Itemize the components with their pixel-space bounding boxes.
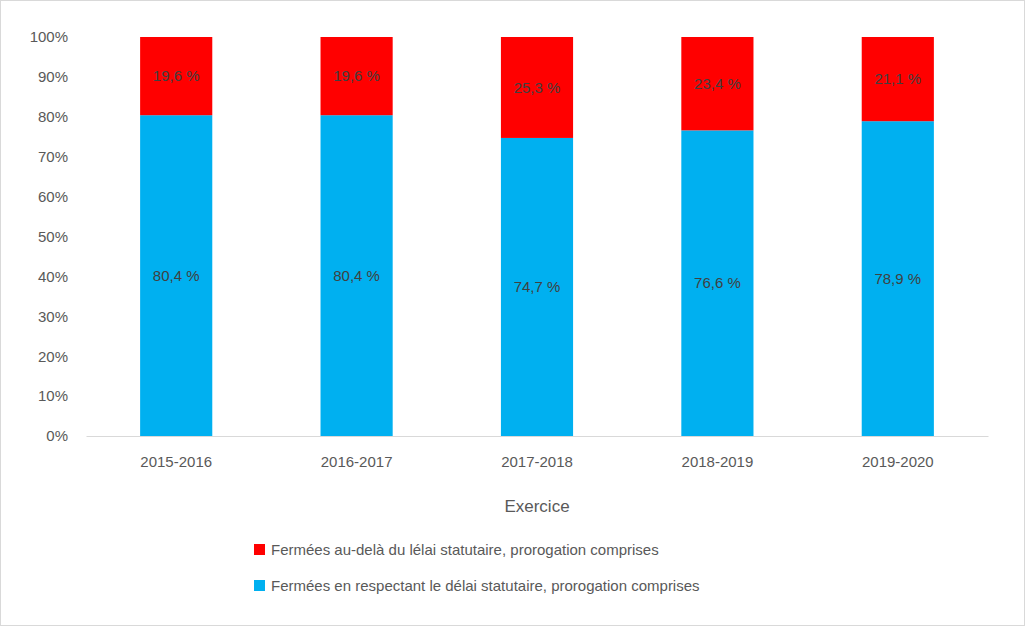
tick: 10%: [38, 387, 86, 404]
tick: 60%: [38, 188, 86, 205]
y-axis: 0% 10% 20% 30% 40% 50% 60% 70% 80% 90% 100%: [30, 28, 87, 444]
bar: [501, 37, 573, 138]
bar: [321, 37, 393, 115]
tick-label: 2015-2016: [140, 453, 212, 470]
data-label: 23,4 %: [694, 75, 741, 92]
tick-label: 2019-2020: [862, 453, 934, 470]
tick-label: 60%: [38, 188, 68, 205]
bar: [321, 115, 393, 436]
bar: [862, 37, 934, 121]
tick: 40%: [38, 268, 86, 285]
tick: 0%: [46, 427, 86, 444]
tick-label: 80%: [38, 108, 68, 125]
tick: 30%: [38, 308, 86, 325]
bar: [681, 130, 753, 436]
tick: 2019-2020: [862, 436, 934, 470]
data-label: 78,9 %: [874, 270, 921, 287]
legend-item: Fermées en respectant le délai statutair…: [254, 577, 700, 594]
axis-title: Exercice: [504, 497, 569, 516]
bar: [140, 115, 212, 436]
tick: 2018-2019: [682, 436, 754, 470]
tick: 20%: [38, 348, 86, 365]
tick-label: 2016-2017: [321, 453, 393, 470]
series: [140, 115, 934, 436]
tick-label: 20%: [38, 348, 68, 365]
data-label: 76,6 %: [694, 274, 741, 291]
tick: 70%: [38, 148, 86, 165]
tick-label: 70%: [38, 148, 68, 165]
series: [140, 37, 934, 138]
data-label: 80,4 %: [333, 267, 380, 284]
bar: [501, 138, 573, 436]
legend-item: Fermées au-delà du lélai statutaire, pro…: [254, 541, 659, 558]
tick-label: 90%: [38, 68, 68, 85]
tick: 2017-2018: [501, 436, 573, 470]
data-labels: 80,4 % 80,4 % 74,7 % 76,6 % 78,9 % 19,6 % 19,6…: [153, 67, 921, 295]
tick-label: 40%: [38, 268, 68, 285]
tick: 50%: [38, 228, 86, 245]
tick: 90%: [38, 68, 86, 85]
tick-label: 2018-2019: [682, 453, 754, 470]
tick-label: 50%: [38, 228, 68, 245]
legend-swatch: [254, 580, 265, 591]
tick-label: 2017-2018: [501, 453, 573, 470]
data-label: 19,6 %: [333, 67, 380, 84]
legend-swatch: [254, 544, 265, 555]
tick: 80%: [38, 108, 86, 125]
tick: 2016-2017: [321, 436, 393, 470]
tick-label: 30%: [38, 308, 68, 325]
axis-line: [86, 38, 87, 437]
data-label: 19,6 %: [153, 67, 200, 84]
tick-label: 0%: [46, 427, 68, 444]
legend-label: Fermées au-delà du lélai statutaire, pro…: [271, 541, 659, 558]
legend: Fermées au-delà du lélai statutaire, pro…: [254, 541, 700, 594]
data-label: 74,7 %: [514, 278, 561, 295]
bars: [140, 37, 934, 436]
data-label: 25,3 %: [514, 79, 561, 96]
x-axis: 2015-2016 2016-2017 2017-2018 2018-2019 2019…: [87, 436, 989, 470]
tick-label: 100%: [30, 28, 68, 45]
bar: [140, 37, 212, 115]
tick-label: 10%: [38, 387, 68, 404]
bar: [681, 37, 753, 130]
legend-label: Fermées en respectant le délai statutair…: [271, 577, 700, 594]
chart-border: [1, 1, 1025, 626]
tick: 100%: [30, 28, 86, 45]
data-label: 80,4 %: [153, 267, 200, 284]
data-label: 21,1 %: [874, 70, 921, 87]
chart: 80,4 % 80,4 % 74,7 % 76,6 % 78,9 % 19,6 % 19,6…: [0, 0, 1025, 626]
bar: [862, 121, 934, 436]
axis-line: [87, 436, 989, 437]
tick: 2015-2016: [140, 436, 212, 470]
